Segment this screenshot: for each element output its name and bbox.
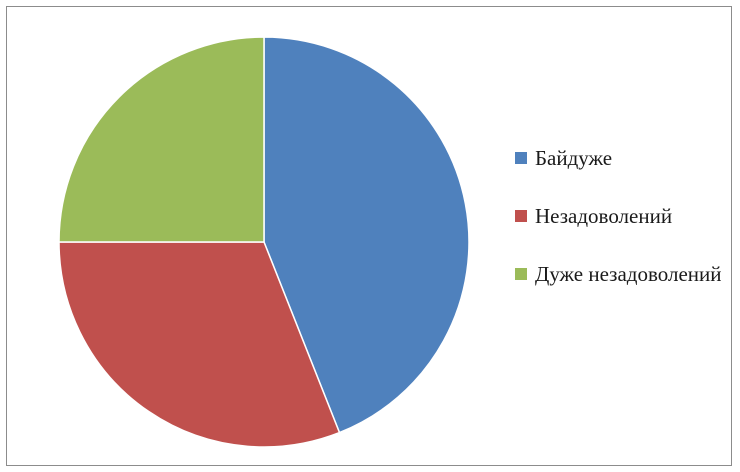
chart-legend: Байдуже Незадоволений Дуже незадоволений (515, 143, 725, 289)
pie-slice-1 (58, 241, 341, 448)
legend-item-duzhe-nezadovolenyi: Дуже незадоволений (515, 259, 725, 289)
legend-label: Дуже незадоволений (535, 262, 722, 286)
pie-slice-0 (263, 36, 470, 434)
legend-item-nezadovolenyi: Незадоволений (515, 201, 725, 231)
chart-area: Байдуже Незадоволений Дуже незадоволений (6, 6, 732, 466)
legend-swatch-green (515, 268, 527, 280)
legend-swatch-red (515, 210, 527, 222)
legend-item-baiduzhe: Байдуже (515, 143, 725, 173)
pie-chart (58, 36, 470, 448)
legend-label: Незадоволений (535, 204, 673, 228)
legend-label: Байдуже (535, 146, 613, 170)
legend-swatch-blue (515, 152, 527, 164)
pie-slice-2 (58, 36, 265, 243)
